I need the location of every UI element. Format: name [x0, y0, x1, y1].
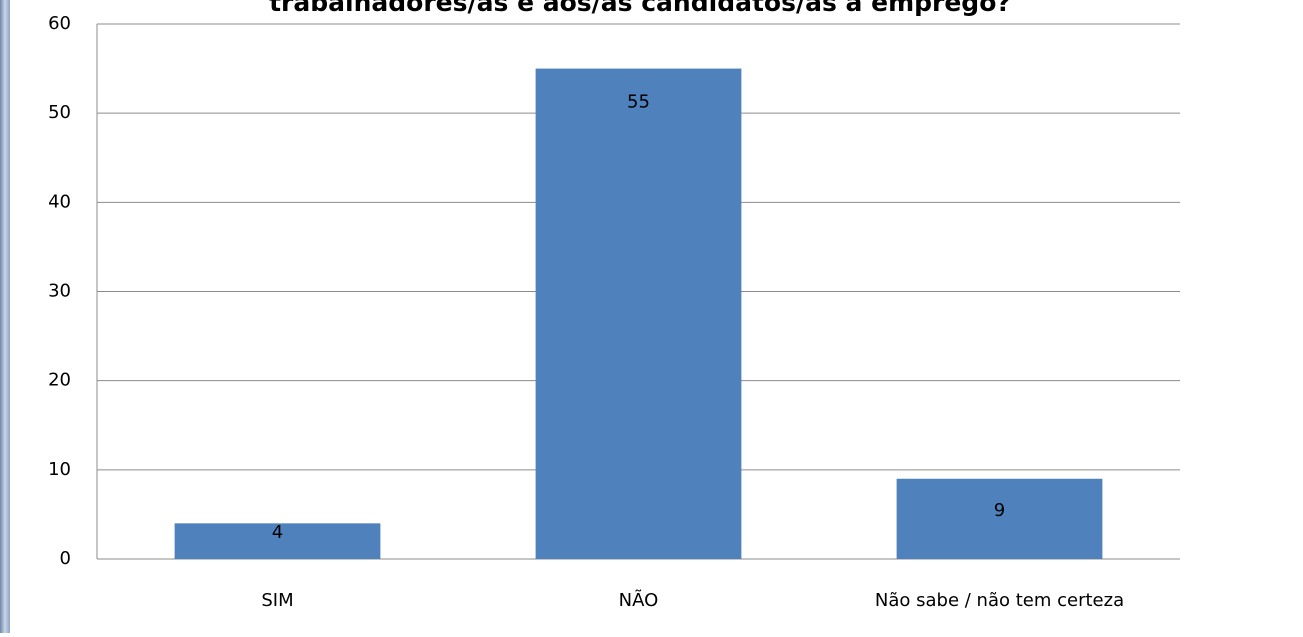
window-edge — [0, 0, 10, 633]
y-tick-label: 60 — [48, 13, 71, 34]
x-tick-label: Não sabe / não tem certeza — [875, 590, 1124, 611]
bar — [174, 523, 381, 559]
y-tick-label: 40 — [48, 191, 71, 212]
chart-title: trabalhadores/as e aos/as candidatos/as … — [269, 0, 1011, 17]
y-tick-label: 30 — [48, 281, 71, 302]
data-label: 55 — [627, 92, 650, 113]
data-label: 4 — [272, 522, 283, 543]
x-tick-label: SIM — [261, 590, 293, 611]
y-tick-label: 50 — [48, 102, 71, 123]
y-tick-label: 0 — [60, 548, 71, 569]
x-tick-label: NÃO — [619, 589, 659, 611]
bar — [535, 68, 742, 559]
data-label: 9 — [994, 500, 1005, 521]
bar — [896, 478, 1103, 559]
y-tick-label: 10 — [48, 459, 71, 480]
y-tick-label: 20 — [48, 370, 71, 391]
